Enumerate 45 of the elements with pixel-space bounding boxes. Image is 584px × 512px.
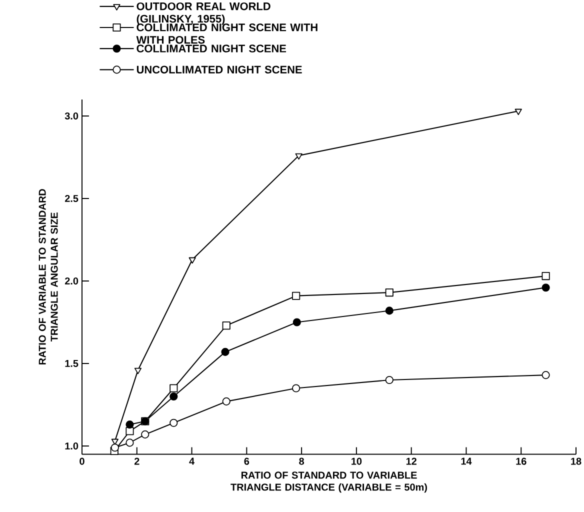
point <box>514 108 522 116</box>
point <box>542 371 550 380</box>
x-tick-label: 16 <box>516 458 526 465</box>
x-axis-title: RATIO OF STANDARD TO VARIABLE TRIANGLE DISTANCE (VARIABLE = 50m) <box>230 472 427 493</box>
legend-label: UNCOLLIMATED NIGHT SCENE <box>136 66 302 74</box>
point <box>110 444 119 452</box>
y-tick-label: 2.0 <box>64 277 78 285</box>
x-tick-label: 14 <box>461 458 472 465</box>
legend-label: OUTDOOR REAL WORLD (GILINSKY, 1955) <box>136 2 270 25</box>
legend-label: COLLIMATED NIGHT SCENE <box>136 44 286 52</box>
point <box>126 438 134 447</box>
point <box>126 420 134 429</box>
y-axis-title: RATIO OF VARIABLE TO STANDARD TRIANGLE ANGULAR SIZE <box>38 189 58 364</box>
y-tick-label: 1.5 <box>65 360 78 367</box>
x-tick-label: 10 <box>352 458 362 465</box>
point <box>170 418 178 427</box>
point <box>292 318 301 326</box>
point <box>542 284 550 292</box>
point <box>141 430 150 438</box>
point <box>295 153 302 160</box>
y-tick-label: 2.5 <box>64 194 78 202</box>
x-tick-label: 18 <box>571 458 582 465</box>
point <box>542 272 550 280</box>
point <box>126 427 134 436</box>
y-tick-label: 3.0 <box>64 112 78 120</box>
point <box>385 288 394 297</box>
legend-label: COLLIMATED NIGHT SCENE WITH WITH POLES <box>136 24 318 44</box>
point <box>292 292 300 300</box>
point <box>385 306 394 315</box>
point <box>222 397 230 406</box>
point <box>222 322 230 330</box>
point <box>385 376 394 384</box>
x-tick-label: 6 <box>244 458 250 465</box>
x-tick-label: 4 <box>189 458 194 465</box>
x-tick-label: 2 <box>134 458 140 465</box>
y-tick-label: 1.0 <box>65 442 78 450</box>
x-tick-label: 8 <box>299 458 304 465</box>
point <box>134 368 142 374</box>
x-tick-label: 12 <box>406 458 416 465</box>
x-tick-label: 0 <box>80 458 84 465</box>
point <box>170 384 178 392</box>
point <box>170 392 178 401</box>
point <box>292 384 300 392</box>
point <box>188 257 196 264</box>
point <box>221 348 230 356</box>
